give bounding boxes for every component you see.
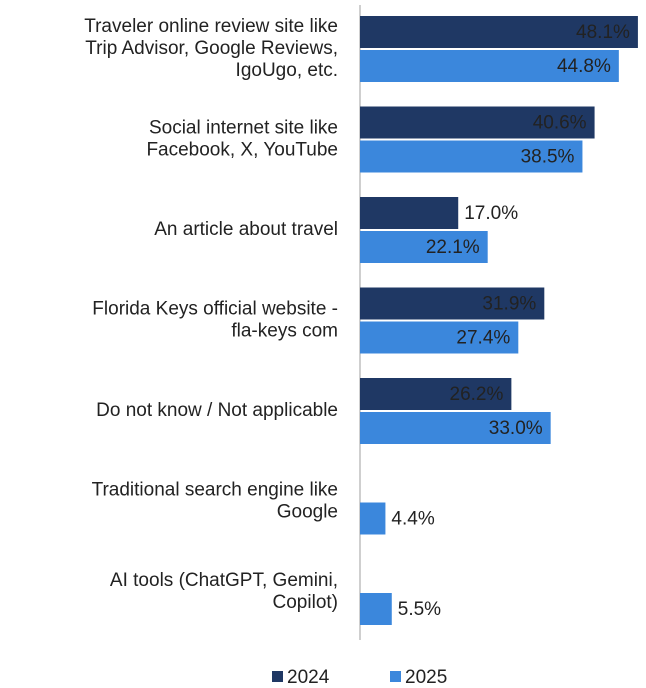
value-label: 33.0%: [489, 418, 543, 439]
legend-swatch: [390, 671, 401, 682]
category-label: AI tools (ChatGPT, Gemini,: [110, 570, 338, 591]
category-label: Copilot): [273, 592, 338, 613]
value-label: 38.5%: [521, 147, 575, 168]
category-label: Trip Advisor, Google Reviews,: [85, 38, 338, 59]
category-label: Facebook, X, YouTube: [146, 140, 338, 161]
value-label: 26.2%: [450, 384, 504, 405]
bar: [360, 502, 386, 535]
legend-swatch: [272, 671, 283, 682]
bar: [360, 287, 545, 320]
category-label: An article about travel: [154, 219, 338, 240]
bar: [360, 321, 519, 354]
category-label: Do not know / Not applicable: [96, 400, 338, 421]
value-label: 22.1%: [426, 237, 480, 258]
bar: [360, 231, 488, 263]
category-label: IgoUgo, etc.: [236, 60, 338, 81]
value-label: 4.4%: [391, 509, 434, 530]
category-label: Google: [277, 502, 338, 523]
value-label: 27.4%: [456, 328, 510, 349]
bar: [360, 412, 551, 444]
value-label: 5.5%: [398, 599, 441, 620]
bar: [360, 16, 638, 48]
legend-label: 2024: [287, 667, 330, 688]
bar: [360, 197, 459, 229]
category-label: fla-keys com: [231, 321, 338, 342]
value-label: 40.6%: [533, 113, 587, 134]
category-label: Florida Keys official website -: [92, 299, 338, 320]
legend-label: 2025: [405, 667, 447, 688]
category-label: Traditional search engine like: [92, 480, 338, 501]
value-label: 17.0%: [464, 203, 518, 224]
bar: [360, 50, 619, 82]
bar: [360, 140, 583, 173]
value-label: 48.1%: [576, 22, 630, 43]
value-label: 44.8%: [557, 56, 611, 77]
bar: [360, 378, 512, 410]
value-label: 31.9%: [482, 294, 536, 315]
bar: [360, 593, 392, 625]
category-label: Traveler online review site like: [84, 16, 338, 37]
bar: [360, 106, 595, 139]
category-label: Social internet site like: [149, 118, 338, 139]
